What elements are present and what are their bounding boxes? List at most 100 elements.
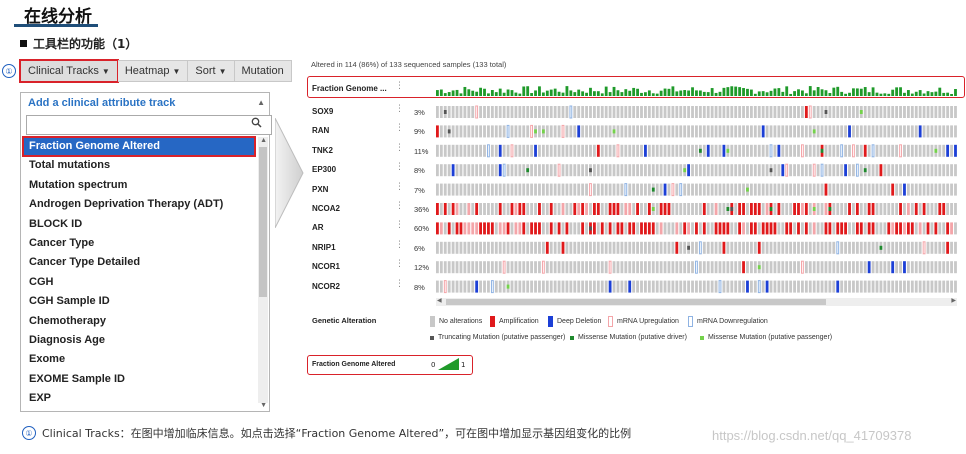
clinical-attribute-option[interactable]: Cancer Type	[29, 236, 95, 249]
oncoprint-cell	[746, 222, 749, 235]
scroll-down-icon[interactable]: ▼	[260, 402, 267, 409]
oncoprint-horizontal-scrollbar[interactable]: ◀ ▶	[436, 297, 957, 306]
oncoprint-cell	[954, 203, 957, 215]
oncoprint-cell	[793, 164, 796, 177]
clinical-tracks-button[interactable]: Clinical Tracks ▼	[19, 59, 119, 83]
oncoprint-cell	[463, 241, 467, 254]
clinical-attribute-option[interactable]: Cancer Type Detailed	[29, 256, 141, 269]
oncoprint-cell	[608, 222, 612, 235]
heatmap-button[interactable]: Heatmap ▼	[117, 60, 189, 82]
legend-swatch	[570, 335, 574, 340]
oncoprint-cell	[541, 260, 545, 274]
oncoprint-cell	[797, 241, 800, 254]
oncoprint-cell	[640, 164, 643, 177]
oncoprint-cell	[675, 144, 679, 157]
clinical-attribute-option[interactable]: BLOCK ID	[29, 217, 83, 230]
clinical-attribute-search-input[interactable]	[26, 115, 272, 135]
clinical-attribute-option[interactable]: EXOME Sample ID	[29, 372, 125, 385]
scroll-right-icon[interactable]: ▶	[951, 297, 956, 304]
oncoprint-cell	[443, 222, 447, 235]
oncoprint-cell	[636, 125, 639, 138]
oncoprint-cell	[761, 203, 765, 215]
fga-bar	[490, 90, 494, 96]
fga-bar	[502, 92, 506, 96]
clinical-attribute-option[interactable]: EXP	[29, 392, 52, 405]
clinical-attribute-option[interactable]: Androgen Deprivation Therapy (ADT)	[29, 198, 224, 211]
oncoprint-cell	[561, 106, 565, 118]
oncoprint-cell	[804, 106, 808, 118]
oncoprint-cell	[691, 125, 694, 138]
track-menu-icon[interactable]: ⋮	[395, 201, 404, 211]
track-menu-icon[interactable]: ⋮	[395, 162, 404, 173]
clinical-attribute-option[interactable]: Total mutations	[29, 159, 111, 172]
dropdown-scrollbar[interactable]	[258, 137, 268, 403]
track-menu-icon[interactable]: ⋮	[395, 259, 404, 270]
oncoprint-cell	[836, 241, 840, 255]
clinical-attribute-option[interactable]: Mutation spectrum	[29, 178, 128, 191]
scroll-left-icon[interactable]: ◀	[437, 297, 442, 304]
oncoprint-cell	[926, 144, 930, 157]
clinical-attribute-option[interactable]: Chemotherapy	[29, 314, 107, 327]
horizontal-scroll-thumb[interactable]	[446, 299, 826, 305]
oncoprint-cell	[702, 125, 706, 138]
oncoprint-cell	[777, 144, 781, 157]
oncoprint-cell	[891, 125, 895, 138]
oncoprint-cell	[549, 280, 553, 293]
track-menu-icon[interactable]: ⋮	[395, 220, 404, 231]
fga-bar	[742, 88, 745, 96]
fga-bar	[506, 89, 510, 96]
oncoprint-cell	[789, 222, 793, 235]
clinical-attribute-option[interactable]: Diagnosis Age	[29, 333, 105, 346]
track-menu-icon[interactable]: ⋮	[395, 104, 404, 114]
oncoprint-cell	[679, 261, 683, 274]
oncoprint-cell	[443, 241, 447, 254]
clinical-attribute-option[interactable]: CGH	[29, 275, 54, 288]
scroll-up-icon[interactable]: ▲	[260, 137, 267, 144]
oncoprint-cell	[832, 222, 836, 235]
mutation-mark	[612, 129, 616, 134]
clinical-attribute-option[interactable]: Exome	[29, 353, 66, 366]
oncoprint-grid[interactable]	[436, 82, 958, 296]
oncoprint-cell	[455, 261, 459, 274]
oncoprint-cell	[906, 164, 910, 177]
oncoprint-cell	[655, 144, 659, 157]
collapse-arrow-icon[interactable]: ▲	[257, 98, 265, 107]
oncoprint-cell	[812, 163, 816, 177]
mutation-button[interactable]: Mutation	[234, 60, 292, 82]
search-icon	[251, 117, 266, 131]
oncoprint-cell	[596, 261, 600, 274]
oncoprint-cell	[553, 241, 557, 254]
oncoprint-cell	[702, 280, 706, 293]
track-menu-icon[interactable]: ⋮	[395, 181, 404, 192]
oncoprint-cell	[820, 222, 824, 235]
oncoprint-cell	[906, 280, 910, 293]
oncoprint-cell	[514, 183, 518, 196]
oncoprint-cell	[753, 241, 757, 254]
oncoprint-cell	[840, 106, 844, 118]
track-menu-icon[interactable]: ⋮	[395, 81, 404, 91]
track-menu-icon[interactable]: ⋮	[395, 123, 404, 134]
oncoprint-cell	[596, 125, 600, 138]
oncoprint-cell	[820, 261, 824, 274]
fga-bar	[773, 88, 777, 96]
fga-bar	[879, 93, 883, 96]
sort-button[interactable]: Sort ▼	[188, 60, 235, 82]
oncoprint-cell	[691, 222, 694, 235]
track-menu-icon[interactable]: ⋮	[395, 142, 404, 153]
oncoprint-cell	[859, 203, 863, 215]
oncoprint-cell	[479, 125, 482, 138]
clinical-attribute-option[interactable]: CGH Sample ID	[29, 295, 110, 308]
track-menu-icon[interactable]: ⋮	[395, 239, 404, 250]
oncoprint-cell	[836, 203, 840, 215]
dropdown-scroll-thumb[interactable]	[259, 147, 267, 297]
oncoprint-cell	[620, 280, 624, 293]
oncoprint-cell	[777, 222, 781, 235]
oncoprint-cell	[698, 106, 702, 118]
clinical-attribute-option[interactable]: Fraction Genome Altered	[22, 135, 256, 158]
oncoprint-cell	[549, 183, 553, 196]
oncoprint-cell	[761, 164, 765, 177]
oncoprint-cell	[946, 183, 950, 196]
oncoprint-cell	[840, 183, 844, 196]
oncoprint-cell	[506, 164, 510, 177]
track-menu-icon[interactable]: ⋮	[395, 278, 404, 289]
